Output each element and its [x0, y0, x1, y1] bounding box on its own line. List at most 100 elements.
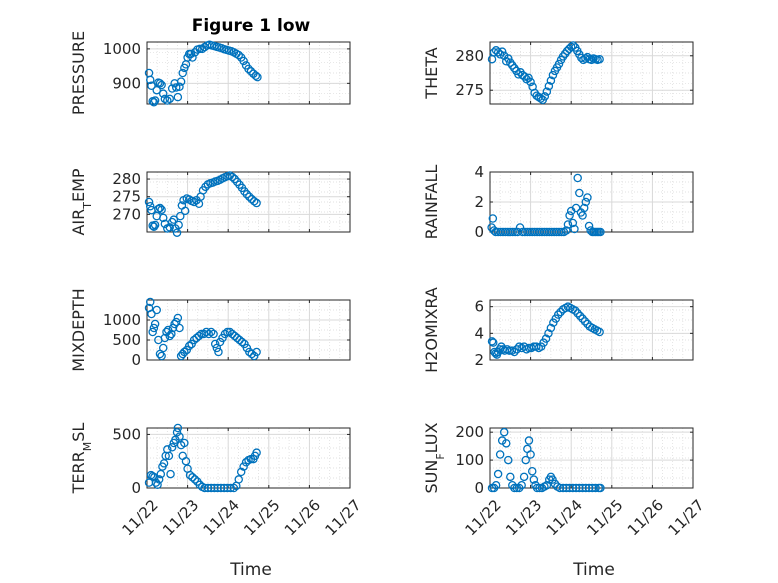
data-point	[150, 220, 160, 230]
data-point	[581, 483, 591, 493]
data-point	[565, 211, 574, 220]
x-tick-label: 11/22	[118, 496, 161, 539]
data-point	[578, 483, 587, 493]
data-point	[488, 338, 498, 347]
data-point	[167, 329, 176, 339]
data-point	[245, 192, 254, 201]
data-point	[203, 483, 213, 493]
y-tick-label: 4	[474, 163, 484, 181]
data-point	[508, 227, 517, 237]
x-tick-label: 11/24	[543, 496, 586, 539]
data-point	[149, 98, 159, 107]
data-point	[180, 206, 190, 216]
data-point	[148, 327, 157, 337]
data-point	[158, 343, 168, 353]
data-point	[173, 423, 183, 433]
y-axis-label: THETA	[422, 47, 441, 99]
data-point	[145, 297, 155, 307]
data-point	[581, 197, 591, 207]
data-point	[541, 334, 551, 343]
data-point	[175, 82, 184, 92]
data-point	[167, 443, 177, 452]
subplot-h2omixra: 2 4 6 H2OMIXRA	[422, 287, 694, 373]
data-point	[226, 483, 235, 493]
data-point	[504, 54, 513, 63]
data-point	[180, 438, 189, 448]
axes-box	[146, 299, 351, 361]
data-point	[164, 451, 174, 461]
data-point	[555, 483, 565, 493]
data-point	[154, 204, 163, 214]
data-point	[515, 223, 525, 232]
data-point	[495, 450, 505, 459]
data-point	[236, 467, 246, 477]
data-point	[206, 483, 216, 493]
data-point	[540, 92, 550, 101]
data-point	[188, 473, 197, 482]
data-point	[239, 462, 248, 471]
y-tick-label: 0	[131, 479, 141, 497]
data-point	[529, 475, 539, 484]
data-point	[499, 427, 509, 437]
data-point	[166, 469, 175, 479]
data-point	[587, 55, 596, 65]
data-point	[501, 439, 511, 448]
data-point	[510, 483, 519, 493]
data-point	[536, 94, 546, 103]
y-tick-label: 4	[474, 324, 484, 342]
data-point	[149, 222, 159, 231]
y-axis-label: AIRTEMP	[69, 168, 94, 235]
data-point	[150, 319, 160, 329]
data-point	[544, 81, 554, 91]
axes-box	[146, 41, 351, 105]
data-point	[155, 203, 165, 213]
x-tick-label: 11/25	[240, 496, 283, 539]
data-point	[558, 483, 568, 493]
data-point	[190, 475, 200, 484]
x-tick-label: 11/24	[200, 496, 243, 539]
data-point	[157, 80, 166, 90]
data-point	[145, 75, 155, 85]
data-point	[517, 480, 526, 490]
data-point	[563, 220, 573, 229]
y-tick-label: 2	[474, 193, 484, 211]
x-tick-label: 11/23	[502, 496, 545, 539]
y-tick-label: 275	[455, 81, 484, 99]
data-point	[568, 218, 578, 228]
data-point	[526, 450, 535, 459]
data-point	[149, 323, 159, 333]
data-point	[554, 59, 564, 69]
data-point	[252, 347, 261, 357]
data-point	[169, 215, 179, 224]
data-point	[147, 309, 156, 319]
data-point	[253, 72, 262, 82]
axes-box	[489, 299, 694, 361]
y-axis-label: PRESSURE	[69, 31, 88, 115]
y-axis-label: H2OMIXRA	[422, 287, 441, 373]
data-point	[175, 432, 184, 441]
y-tick-label: 2	[474, 351, 484, 369]
data-point	[150, 473, 159, 482]
data-point	[165, 331, 174, 341]
data-point	[171, 83, 181, 92]
data-point	[165, 94, 174, 104]
data-point	[548, 475, 557, 484]
axes-box	[146, 427, 351, 489]
data-point	[571, 306, 580, 315]
data-point	[144, 197, 154, 207]
data-point	[216, 483, 226, 493]
data-point	[237, 337, 247, 347]
data-point	[188, 53, 197, 62]
y-tick-label: 900	[112, 74, 141, 92]
data-point	[148, 471, 157, 481]
data-point	[583, 193, 592, 202]
x-tick-label: 11/27	[664, 496, 707, 539]
x-axis-label-left: Time	[229, 560, 272, 580]
data-point	[223, 327, 232, 337]
x-axis-label-right: Time	[572, 560, 615, 580]
y-tick-label: 275	[112, 188, 141, 206]
data-point	[575, 311, 585, 321]
data-point	[184, 341, 194, 351]
